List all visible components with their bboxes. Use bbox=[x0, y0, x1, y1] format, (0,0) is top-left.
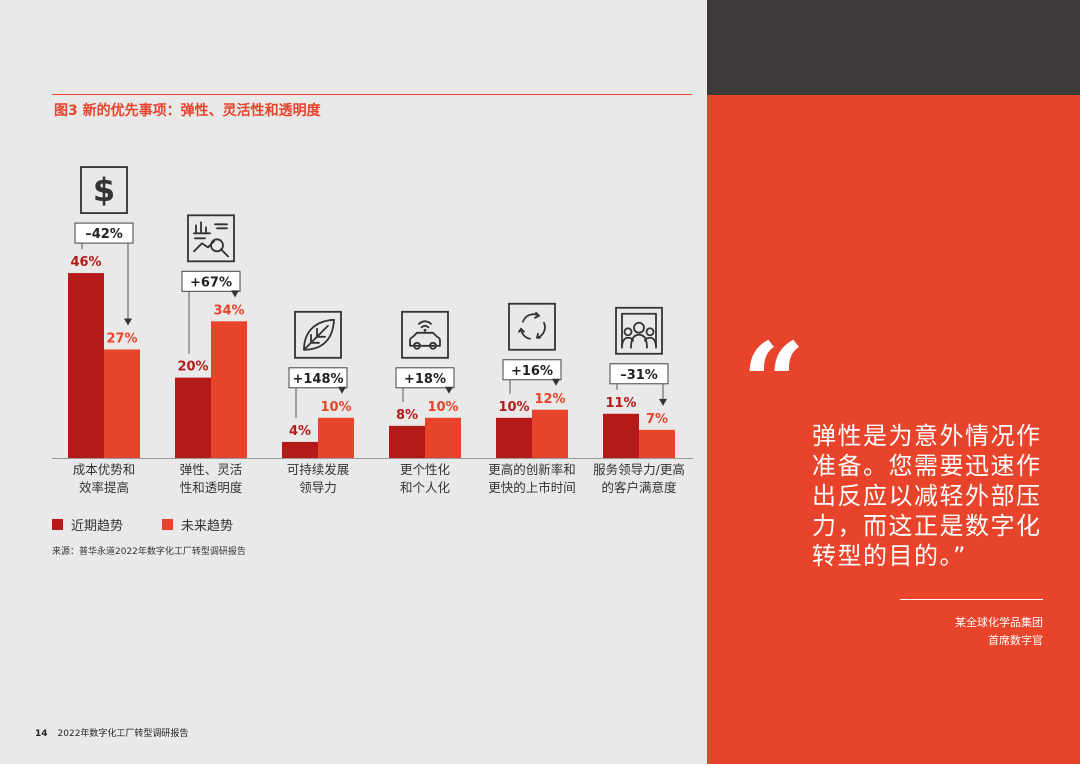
change-label: +67% bbox=[190, 275, 232, 290]
dollar-icon: $ bbox=[80, 166, 128, 214]
title-rule bbox=[52, 94, 692, 95]
source-note: 来源：普华永道2022年数字化工厂转型调研报告 bbox=[52, 547, 246, 557]
category-label: 的客户满意度 bbox=[601, 480, 677, 495]
category-label: 更高的创新率和 bbox=[488, 462, 576, 477]
change-box bbox=[395, 367, 455, 389]
change-label: +148% bbox=[292, 372, 343, 387]
bar-near-term bbox=[68, 273, 104, 458]
arrow-head bbox=[231, 290, 239, 298]
quote-line: 转型的目的。” bbox=[812, 542, 967, 570]
arrow-head bbox=[124, 318, 132, 326]
bar-near-term bbox=[496, 417, 532, 458]
change-box bbox=[502, 359, 562, 381]
change-box bbox=[74, 222, 134, 244]
bar-near-term bbox=[603, 413, 639, 458]
data-label-near-term: 46% bbox=[70, 255, 101, 270]
data-label-near-term: 8% bbox=[396, 408, 418, 423]
change-label: –31% bbox=[620, 368, 658, 383]
change-box bbox=[609, 363, 669, 385]
data-label-near-term: 11% bbox=[605, 396, 636, 411]
quote-text: 弹性是为意外情况作 准备。您需要迅速作 出反应以减轻外部压 力，而这正是数字化 … bbox=[812, 421, 1052, 571]
arrow-head bbox=[338, 386, 346, 394]
svg-text:$: $ bbox=[93, 171, 115, 209]
legend-label-near-term: 近期趋势 bbox=[71, 519, 124, 534]
bar-near-term bbox=[389, 425, 425, 458]
audience-icon bbox=[615, 306, 663, 355]
change-label: –42% bbox=[85, 227, 123, 242]
category-label: 更快的上市时间 bbox=[488, 480, 576, 495]
category-label: 领导力 bbox=[299, 480, 337, 495]
bar-future bbox=[425, 417, 461, 458]
cycle-icon bbox=[508, 302, 556, 351]
dark-header-panel bbox=[707, 0, 1080, 95]
category-label: 和个人化 bbox=[400, 480, 451, 495]
quote-rule bbox=[900, 599, 1043, 600]
bar-future bbox=[639, 429, 675, 458]
data-label-near-term: 10% bbox=[498, 400, 529, 415]
quote-attribution: 某全球化学品集团 首席数字官 bbox=[955, 614, 1043, 650]
bar-future bbox=[318, 417, 354, 458]
category-label: 弹性、灵活 bbox=[180, 462, 243, 477]
arrow-head bbox=[552, 378, 560, 386]
quote-line: 力，而这正是数字化 bbox=[812, 512, 1042, 540]
arrow-head bbox=[445, 386, 453, 394]
data-label-future: 12% bbox=[534, 392, 565, 407]
data-label-future: 34% bbox=[213, 303, 244, 318]
data-label-future: 27% bbox=[106, 331, 137, 346]
category-label: 服务领导力/更高 bbox=[593, 462, 685, 477]
change-box bbox=[181, 270, 241, 292]
attribution-org: 某全球化学品集团 bbox=[955, 616, 1043, 629]
category-label: 成本优势和 bbox=[73, 462, 136, 477]
legend-swatch-future bbox=[162, 519, 173, 530]
page-number: 14 bbox=[35, 729, 48, 739]
data-label-near-term: 4% bbox=[289, 424, 311, 439]
category-label: 性和透明度 bbox=[180, 480, 243, 495]
quote-mark: “ bbox=[742, 318, 806, 447]
category-label: 更个性化 bbox=[400, 462, 451, 477]
bar-future bbox=[104, 349, 140, 458]
bar-future bbox=[532, 409, 568, 458]
quote-line: 准备。您需要迅速作 bbox=[812, 452, 1042, 480]
legend-label-future: 未来趋势 bbox=[181, 519, 234, 534]
category-label: 可持续发展 bbox=[287, 462, 350, 477]
leaf-icon bbox=[294, 310, 342, 359]
footer: 14 2022年数字化工厂转型调研报告 bbox=[35, 726, 188, 739]
change-box bbox=[288, 367, 348, 389]
report-title: 2022年数字化工厂转型调研报告 bbox=[57, 729, 189, 739]
bar-future bbox=[211, 321, 247, 458]
legend-near-term: 近期趋势 bbox=[52, 515, 123, 534]
quote-panel bbox=[707, 95, 1080, 764]
data-label-future: 7% bbox=[646, 412, 668, 427]
bar-near-term bbox=[175, 377, 211, 458]
category-label: 效率提高 bbox=[79, 480, 129, 495]
data-label-future: 10% bbox=[320, 400, 351, 415]
data-label-future: 10% bbox=[427, 400, 458, 415]
analytics-icon bbox=[187, 214, 235, 263]
figure-title: 图3 新的优先事项：弹性、灵活性和透明度 bbox=[54, 103, 321, 119]
legend-future: 未来趋势 bbox=[162, 515, 233, 534]
arrow-head bbox=[659, 398, 667, 406]
attribution-role: 首席数字官 bbox=[988, 634, 1043, 647]
data-label-near-term: 20% bbox=[177, 360, 208, 375]
change-label: +16% bbox=[511, 364, 553, 379]
quote-line: 出反应以减轻外部压 bbox=[812, 482, 1042, 510]
bar-near-term bbox=[282, 441, 318, 458]
change-label: +18% bbox=[404, 372, 446, 387]
legend-swatch-near-term bbox=[52, 519, 63, 530]
quote-line: 弹性是为意外情况作 bbox=[812, 422, 1042, 450]
connected-car-icon bbox=[401, 310, 449, 359]
